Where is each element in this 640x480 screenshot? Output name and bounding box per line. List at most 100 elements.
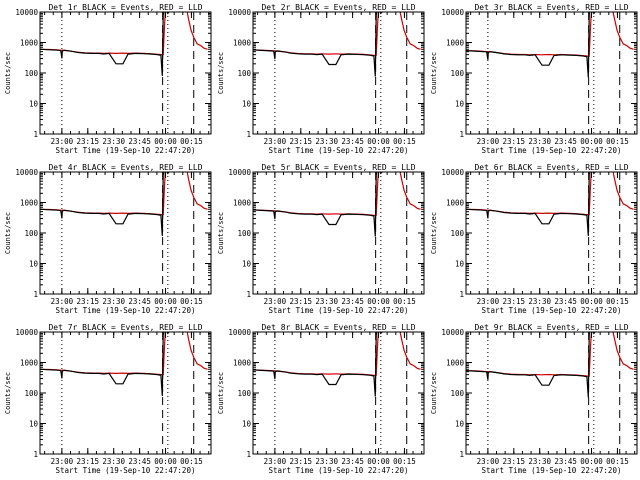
panel-title: Det 7r BLACK = Events, RED = LLD bbox=[48, 323, 202, 332]
lld-series-line bbox=[40, 332, 208, 376]
x-tick-label: 23:00 bbox=[51, 457, 74, 466]
x-tick-label: 23:00 bbox=[477, 297, 500, 306]
x-tick-label: 23:15 bbox=[77, 137, 100, 146]
y-tick-label: 1000 bbox=[20, 199, 39, 208]
x-tick-label: 00:15 bbox=[393, 457, 416, 466]
lld-series-line bbox=[466, 332, 634, 377]
y-tick-label: 1 bbox=[459, 450, 464, 459]
panel-title: Det 2r BLACK = Events, RED = LLD bbox=[261, 3, 415, 12]
x-tick-label: 23:45 bbox=[128, 297, 151, 306]
x-tick-label: 23:15 bbox=[77, 297, 100, 306]
x-tick-label: 00:15 bbox=[180, 457, 203, 466]
y-tick-label: 1 bbox=[246, 450, 251, 459]
x-tick-label: 23:45 bbox=[554, 137, 577, 146]
x-axis-label: Start Time (19-Sep-10 22:47:20) bbox=[56, 466, 196, 475]
y-tick-label: 1000 bbox=[233, 199, 252, 208]
y-axis-label: Counts/sec bbox=[217, 212, 225, 254]
plot-frame bbox=[252, 171, 425, 295]
plot-frame bbox=[39, 11, 212, 135]
x-axis-label: Start Time (19-Sep-10 22:47:20) bbox=[482, 146, 622, 155]
x-tick-label: 23:00 bbox=[264, 297, 287, 306]
y-tick-label: 1000 bbox=[20, 359, 39, 368]
plot-frame bbox=[252, 331, 425, 455]
y-tick-label: 100 bbox=[450, 389, 464, 398]
events-series-line bbox=[253, 332, 383, 397]
events-series-line bbox=[40, 332, 170, 397]
x-tick-label: 23:30 bbox=[315, 297, 338, 306]
x-tick-label: 23:45 bbox=[128, 457, 151, 466]
x-tick-label: 23:30 bbox=[102, 457, 125, 466]
y-tick-label: 10 bbox=[29, 260, 39, 269]
lld-series-line bbox=[253, 172, 421, 216]
plot-frame bbox=[252, 11, 425, 135]
y-axis-label: Counts/sec bbox=[430, 212, 438, 254]
y-tick-label: 10000 bbox=[228, 8, 251, 17]
plot-frame bbox=[39, 331, 212, 455]
x-tick-label: 00:00 bbox=[154, 457, 177, 466]
x-tick-label: 23:30 bbox=[315, 137, 338, 146]
y-tick-label: 1 bbox=[33, 450, 38, 459]
x-tick-label: 00:00 bbox=[367, 297, 390, 306]
x-tick-label: 23:30 bbox=[528, 297, 551, 306]
y-tick-label: 10000 bbox=[228, 168, 251, 177]
panel-title: Det 9r BLACK = Events, RED = LLD bbox=[474, 323, 628, 332]
y-tick-label: 10000 bbox=[441, 8, 464, 17]
x-tick-label: 00:00 bbox=[580, 297, 603, 306]
panel-title: Det 3r BLACK = Events, RED = LLD bbox=[474, 3, 628, 12]
y-tick-label: 1000 bbox=[446, 39, 465, 48]
x-tick-label: 23:30 bbox=[528, 457, 551, 466]
x-tick-label: 00:15 bbox=[180, 297, 203, 306]
y-axis-label: Counts/sec bbox=[4, 212, 12, 254]
x-tick-label: 23:45 bbox=[341, 457, 364, 466]
y-axis-label: Counts/sec bbox=[217, 372, 225, 414]
panel-title: Det 6r BLACK = Events, RED = LLD bbox=[474, 163, 628, 172]
y-tick-label: 100 bbox=[450, 229, 464, 238]
x-tick-label: 00:15 bbox=[180, 137, 203, 146]
y-tick-label: 1000 bbox=[446, 199, 465, 208]
panel-title: Det 1r BLACK = Events, RED = LLD bbox=[48, 3, 202, 12]
y-tick-label: 10000 bbox=[228, 328, 251, 337]
plot-frame bbox=[465, 171, 638, 295]
lld-series-line bbox=[253, 332, 421, 376]
y-tick-label: 1 bbox=[33, 130, 38, 139]
lld-series-line bbox=[253, 12, 421, 56]
x-axis-label: Start Time (19-Sep-10 22:47:20) bbox=[482, 306, 622, 315]
x-axis-label: Start Time (19-Sep-10 22:47:20) bbox=[56, 306, 196, 315]
lld-series-line bbox=[466, 12, 634, 57]
chart-panel: 1 10 100 1000 10000 23:00 23:15 23:30 23:45 00:00… bbox=[430, 3, 638, 155]
chart-panel: 1 10 100 1000 10000 23:00 23:15 23:30 23:45 00:00… bbox=[217, 163, 425, 315]
x-tick-label: 23:30 bbox=[528, 137, 551, 146]
y-tick-label: 100 bbox=[237, 389, 251, 398]
y-tick-label: 1 bbox=[246, 290, 251, 299]
y-tick-label: 1000 bbox=[446, 359, 465, 368]
y-tick-label: 1000 bbox=[233, 39, 252, 48]
y-tick-label: 10 bbox=[242, 100, 252, 109]
y-tick-label: 1 bbox=[459, 130, 464, 139]
plot-frame bbox=[39, 171, 212, 295]
lld-series-line bbox=[40, 172, 208, 216]
x-tick-label: 23:15 bbox=[290, 297, 313, 306]
y-tick-label: 1 bbox=[33, 290, 38, 299]
y-tick-label: 100 bbox=[450, 69, 464, 78]
y-tick-label: 10 bbox=[242, 260, 252, 269]
y-tick-label: 10 bbox=[29, 420, 39, 429]
x-tick-label: 23:45 bbox=[341, 297, 364, 306]
y-tick-label: 10 bbox=[455, 260, 465, 269]
y-tick-label: 10000 bbox=[441, 328, 464, 337]
y-axis-label: Counts/sec bbox=[217, 52, 225, 94]
events-series-line bbox=[40, 172, 170, 237]
y-tick-label: 10 bbox=[455, 100, 465, 109]
lld-series-line bbox=[466, 172, 634, 216]
x-tick-label: 23:30 bbox=[102, 137, 125, 146]
y-tick-label: 1 bbox=[246, 130, 251, 139]
y-tick-label: 10000 bbox=[441, 168, 464, 177]
y-tick-label: 100 bbox=[237, 69, 251, 78]
x-tick-label: 00:00 bbox=[580, 137, 603, 146]
x-tick-label: 00:15 bbox=[606, 137, 629, 146]
y-tick-label: 100 bbox=[237, 229, 251, 238]
x-tick-label: 23:00 bbox=[51, 297, 74, 306]
x-axis-label: Start Time (19-Sep-10 22:47:20) bbox=[269, 466, 409, 475]
x-tick-label: 23:45 bbox=[128, 137, 151, 146]
x-tick-label: 23:45 bbox=[554, 297, 577, 306]
